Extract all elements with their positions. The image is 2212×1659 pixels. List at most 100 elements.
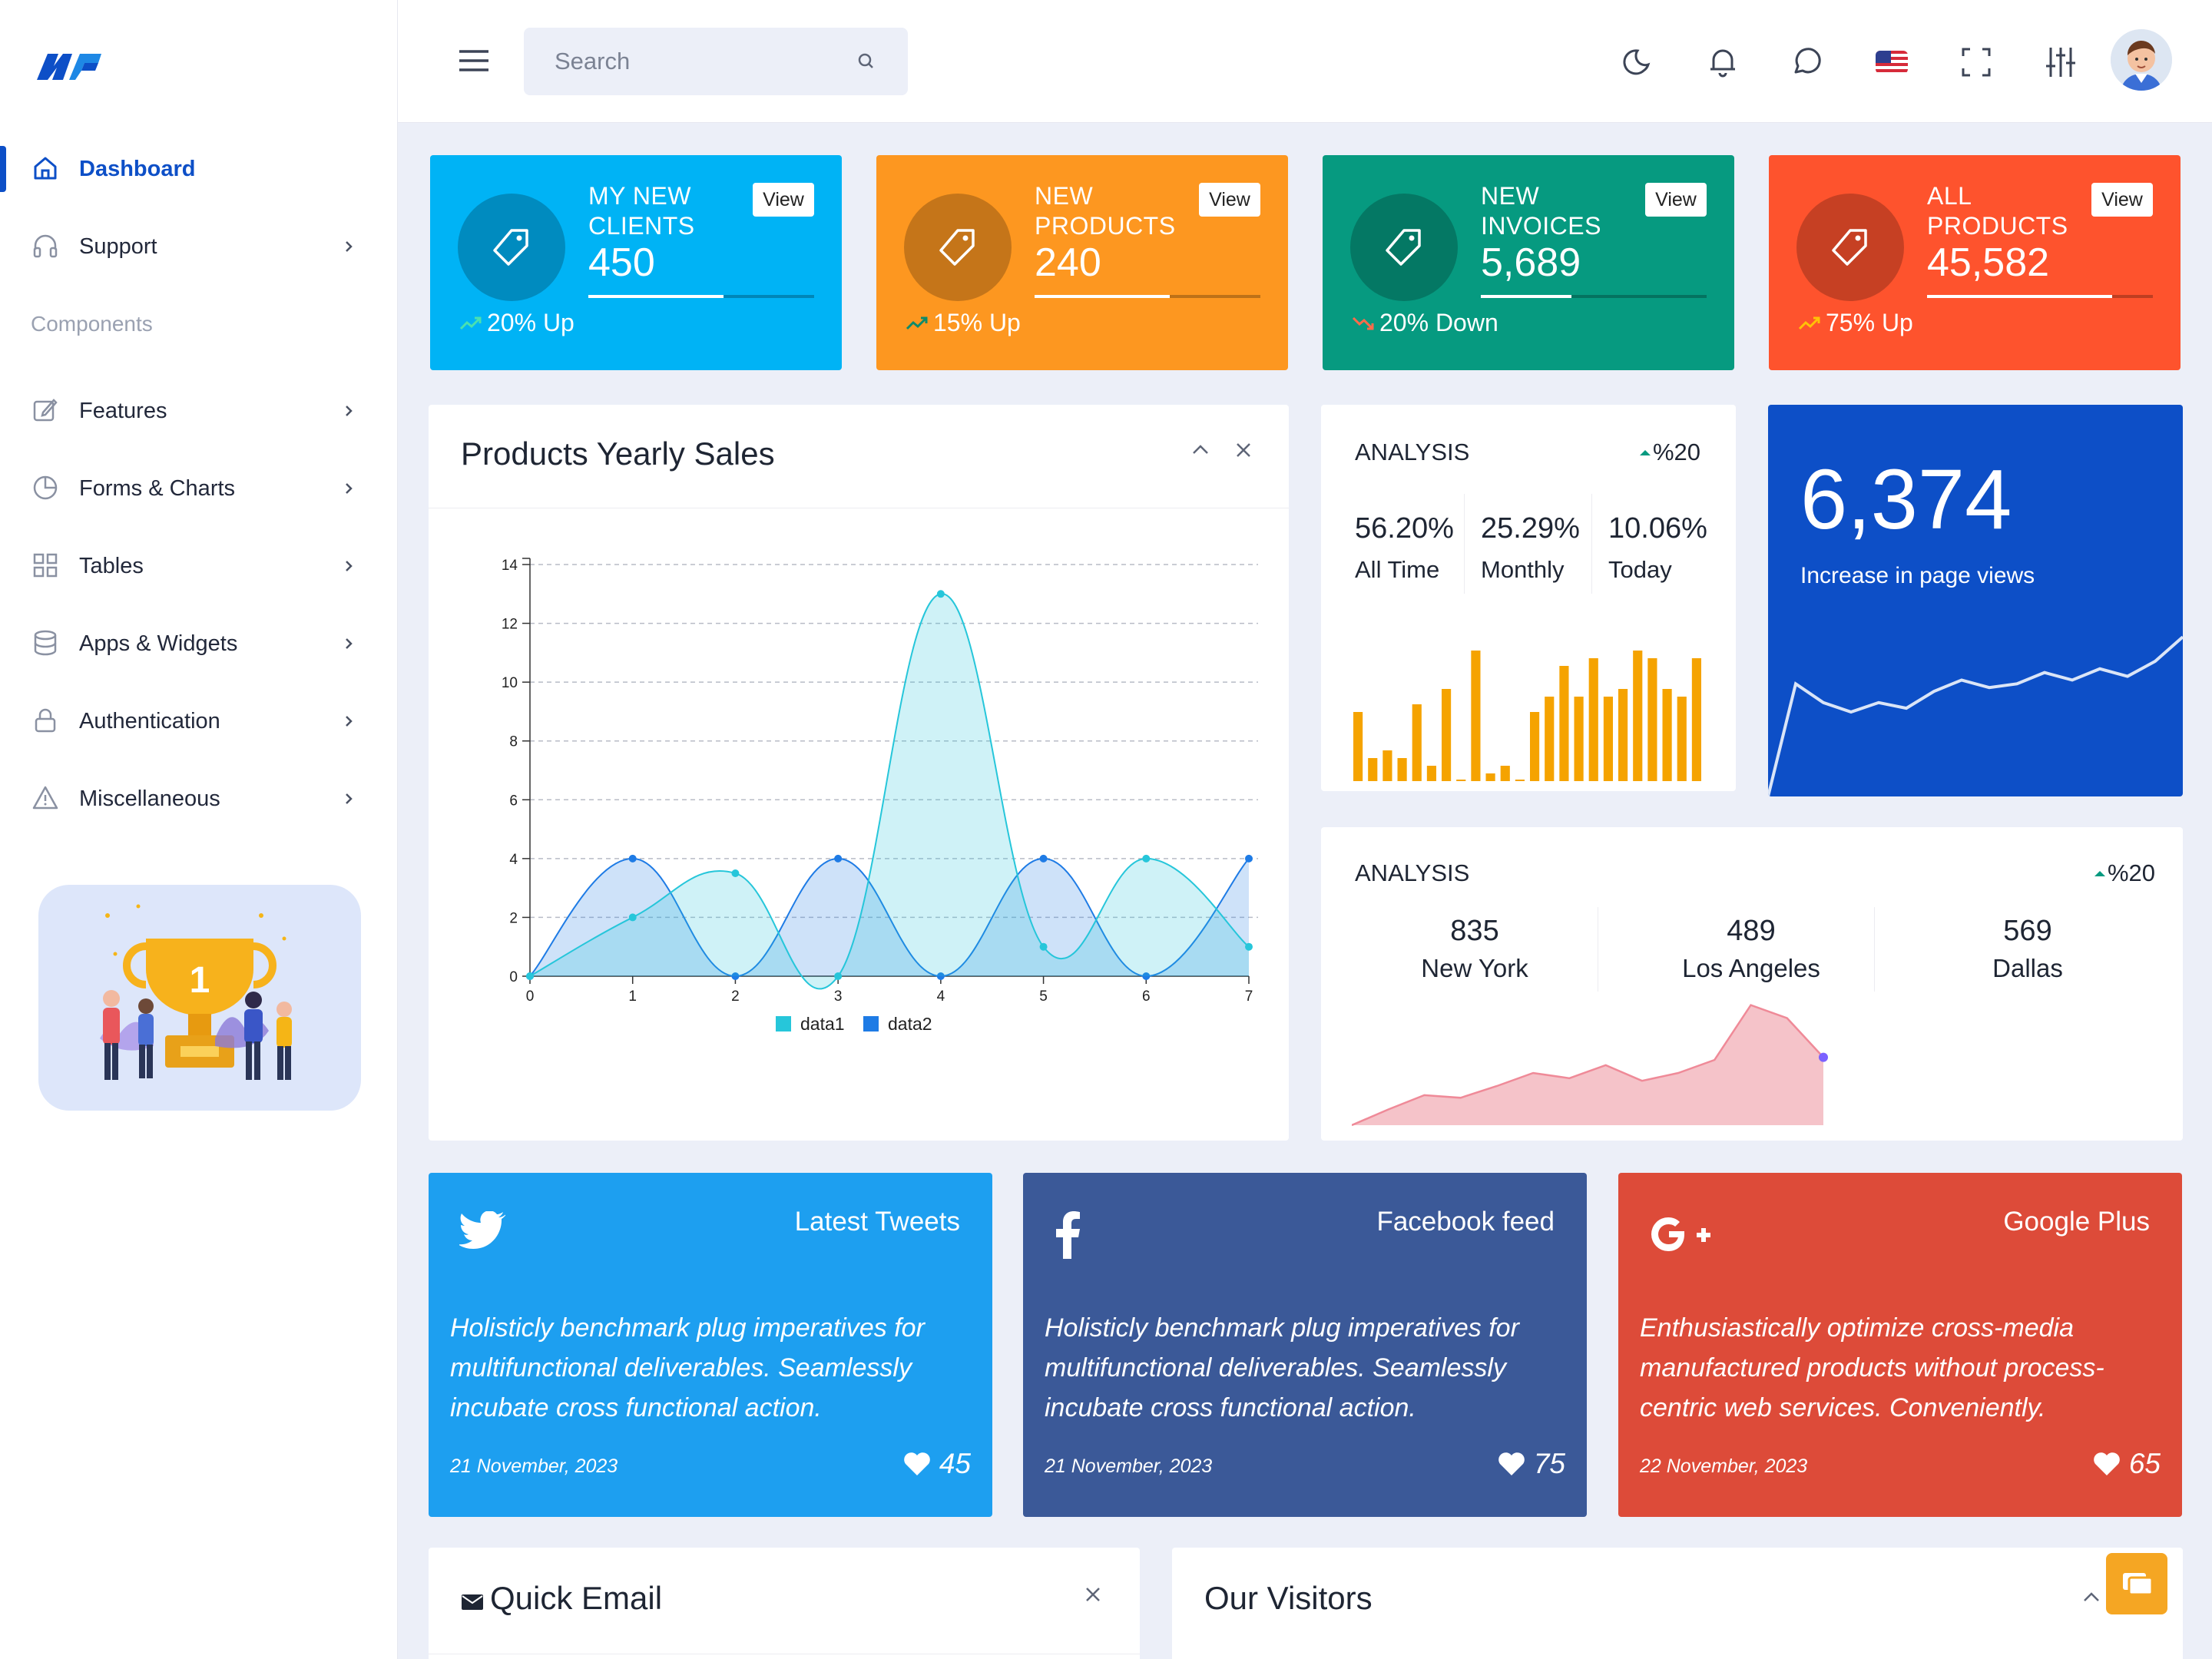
social-date: 21 November, 2023: [1045, 1455, 1213, 1477]
series-area-data1: [530, 594, 1249, 989]
analysis-bar: [1530, 712, 1540, 781]
stat-icon-circle: [458, 194, 565, 301]
analysis-card-summary: ANALYSIS %20 56.20% All Time 25.29% Monthl…: [1321, 405, 1736, 791]
active-indicator: [0, 146, 6, 192]
page-views-value: 6,374: [1800, 452, 2012, 547]
sidebar-item-dashboard[interactable]: Dashboard: [0, 138, 398, 200]
database-icon: [34, 630, 57, 656]
headphones-icon: [33, 234, 58, 258]
metric-today: 10.06% Today: [1608, 512, 1707, 583]
stat-value: 5,689: [1481, 240, 1581, 285]
menu-toggle-icon[interactable]: [458, 48, 490, 74]
sidebar-item-support[interactable]: Support: [0, 216, 398, 277]
view-button[interactable]: View: [1645, 183, 1707, 217]
like-button[interactable]: 75: [1497, 1448, 1565, 1480]
analysis-percent: %20: [2092, 859, 2155, 887]
analysis-bar: [1471, 651, 1481, 781]
sidebar-item-miscellaneous[interactable]: Miscellaneous: [0, 768, 398, 830]
stat-icon-circle: [1350, 194, 1458, 301]
view-button[interactable]: View: [2091, 183, 2153, 217]
price-tag-icon: [493, 229, 528, 266]
analysis-bar-chart: [1353, 651, 1701, 781]
lock-icon: [35, 708, 56, 733]
stat-title: NEW PRODUCTS: [1035, 182, 1176, 240]
close-icon[interactable]: [1080, 1581, 1106, 1608]
like-button[interactable]: 65: [2092, 1448, 2161, 1480]
us-flag-icon[interactable]: [1874, 45, 1909, 80]
fullscreen-icon[interactable]: [1959, 45, 1994, 80]
price-tag-icon: [1386, 229, 1421, 266]
legend-label: data1: [800, 1014, 845, 1034]
sidebar-item-tables[interactable]: Tables: [0, 535, 398, 597]
chevron-right-icon: [346, 241, 353, 252]
pie-chart-icon: [33, 475, 58, 500]
analysis-bar: [1500, 766, 1510, 781]
chevron-right-icon: [346, 406, 353, 416]
trophy-illustration: 1: [100, 904, 292, 1080]
metric-all-time: 56.20% All Time: [1355, 512, 1454, 583]
sidebar-item-forms-charts[interactable]: Forms & Charts: [0, 458, 398, 519]
heart-icon: [904, 1452, 930, 1475]
stat-progress-fill: [1481, 295, 1571, 298]
page-views-line: [1768, 635, 2183, 796]
city-los-angeles: 489 Los Angeles: [1682, 915, 1820, 982]
search-icon[interactable]: [856, 51, 877, 72]
trend-down-icon: [1352, 316, 1374, 329]
collapse-chevron-icon[interactable]: [1187, 437, 1214, 463]
x-tick-label: 5: [1039, 988, 1048, 1005]
legend-swatch: [863, 1016, 879, 1031]
analysis-bar: [1545, 697, 1555, 781]
like-button[interactable]: 45: [902, 1448, 971, 1480]
chat-bubble-icon: [2123, 1573, 2154, 1596]
analysis-bar: [1647, 658, 1657, 781]
view-button[interactable]: View: [753, 183, 814, 217]
metric-separator: [1464, 494, 1465, 594]
chat-launcher-button[interactable]: [2106, 1553, 2167, 1614]
analysis-bar: [1662, 689, 1672, 781]
user-avatar[interactable]: [2111, 29, 2172, 91]
social-text: Holisticly benchmark plug imperatives fo…: [1045, 1313, 1519, 1422]
view-button[interactable]: View: [1199, 183, 1260, 217]
collapse-chevron-icon[interactable]: [2078, 1584, 2104, 1611]
chat-icon[interactable]: [1790, 45, 1825, 80]
chevron-right-icon: [346, 716, 353, 727]
close-icon[interactable]: [1230, 437, 1257, 463]
x-tick-label: 2: [731, 988, 740, 1005]
search-input[interactable]: [555, 45, 846, 78]
settings-sliders-icon[interactable]: [2043, 45, 2078, 80]
y-tick-label: 12: [502, 617, 518, 633]
visitors-card: Our Visitors: [1172, 1548, 2183, 1659]
stat-progress-fill: [588, 295, 724, 298]
analysis-bar: [1691, 658, 1701, 781]
page-views-line-chart: [1768, 635, 2183, 796]
analysis-bar: [1456, 780, 1466, 781]
stat-value: 240: [1035, 240, 1101, 285]
sales-card-title: Products Yearly Sales: [461, 435, 775, 472]
notification-bell-icon[interactable]: [1705, 45, 1740, 80]
stat-card-clients: MY NEW CLIENTS View 450 20% Up: [430, 155, 842, 370]
data-point-data2: [731, 972, 740, 980]
stat-card-products: NEW PRODUCTS View 240 15% Up: [876, 155, 1288, 370]
edit-icon: [33, 399, 58, 422]
sidebar-item-label: Authentication: [79, 708, 220, 733]
data-point-data1: [936, 590, 945, 598]
social-title: Latest Tweets: [794, 1207, 960, 1237]
sidebar-item-apps-widgets[interactable]: Apps & Widgets: [0, 613, 398, 674]
page-views-label: Increase in page views: [1800, 563, 2035, 588]
sidebar-item-authentication[interactable]: Authentication: [0, 690, 398, 752]
y-tick-label: 8: [509, 734, 518, 750]
y-tick-label: 4: [509, 852, 518, 868]
twitter-card: Latest Tweets Holisticly benchmark plug …: [429, 1173, 992, 1517]
legend-label: data2: [888, 1014, 932, 1034]
analysis-percent: %20: [1637, 439, 1700, 466]
trend-up-icon: [1798, 316, 1820, 329]
x-tick-label: 4: [937, 988, 945, 1005]
brand-logo[interactable]: [37, 43, 101, 83]
sidebar-item-features[interactable]: Features: [0, 380, 398, 442]
social-date: 22 November, 2023: [1640, 1455, 1808, 1477]
sidebar-item-label: Dashboard: [79, 156, 196, 181]
stat-title: ALL PRODUCTS: [1927, 182, 2068, 240]
dark-mode-icon[interactable]: [1621, 45, 1656, 80]
analysis-bar: [1353, 712, 1363, 781]
